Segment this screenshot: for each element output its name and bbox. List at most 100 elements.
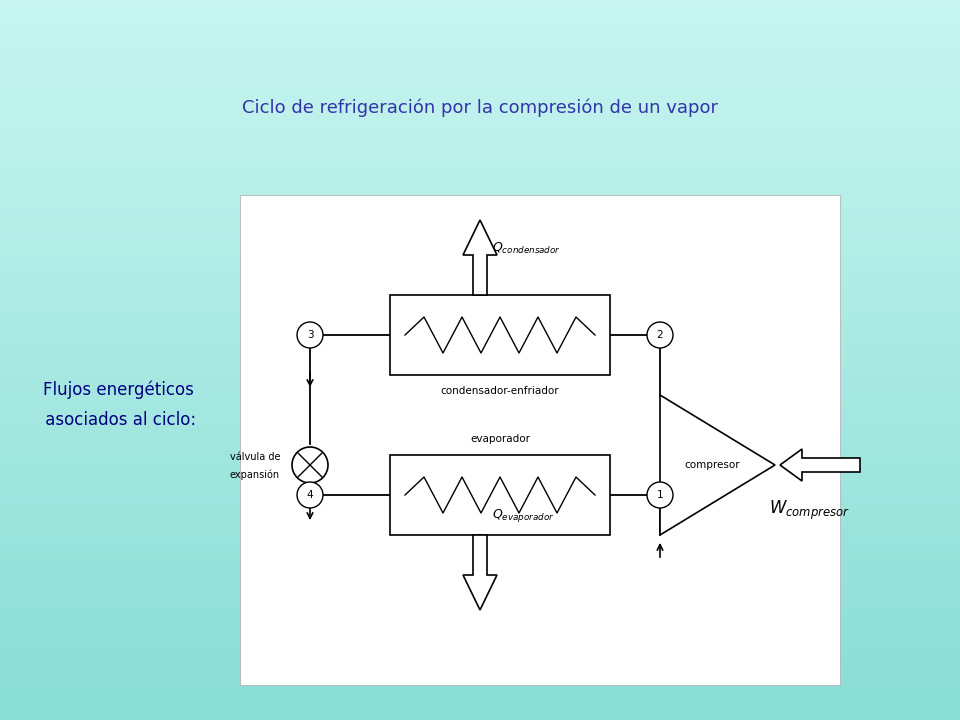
Bar xyxy=(0,356,960,360)
Bar xyxy=(0,194,960,198)
Bar xyxy=(0,270,960,274)
Bar xyxy=(0,554,960,558)
Bar xyxy=(0,565,960,569)
Bar xyxy=(0,0,960,4)
Bar xyxy=(0,662,960,666)
Bar xyxy=(0,475,960,479)
Bar xyxy=(0,540,960,544)
Bar xyxy=(0,457,960,461)
Bar xyxy=(0,518,960,522)
Text: evaporador: evaporador xyxy=(470,434,530,444)
Bar xyxy=(0,137,960,140)
Bar xyxy=(0,511,960,515)
Bar xyxy=(0,576,960,580)
Bar xyxy=(0,180,960,184)
Bar xyxy=(0,191,960,194)
Bar xyxy=(0,403,960,407)
Bar xyxy=(0,673,960,677)
Bar xyxy=(0,133,960,137)
Text: $Q_{evaporador}$: $Q_{evaporador}$ xyxy=(492,506,555,523)
Circle shape xyxy=(297,482,323,508)
Bar xyxy=(0,684,960,688)
Bar xyxy=(0,115,960,119)
Bar xyxy=(0,313,960,317)
Text: condensador-enfriador: condensador-enfriador xyxy=(441,386,560,396)
Text: 1: 1 xyxy=(657,490,663,500)
Bar xyxy=(0,626,960,630)
Bar xyxy=(0,702,960,706)
Bar xyxy=(0,605,960,608)
Bar xyxy=(0,184,960,187)
Bar xyxy=(0,587,960,590)
Bar xyxy=(0,274,960,277)
Bar xyxy=(0,558,960,562)
Bar xyxy=(0,529,960,533)
Bar xyxy=(0,43,960,47)
Bar xyxy=(0,374,960,378)
Bar xyxy=(0,119,960,122)
Bar xyxy=(0,306,960,310)
Bar xyxy=(0,187,960,191)
Bar xyxy=(0,396,960,400)
Bar xyxy=(0,346,960,349)
Bar xyxy=(0,25,960,29)
Bar xyxy=(0,482,960,486)
Bar xyxy=(0,266,960,270)
Bar xyxy=(0,389,960,392)
Bar xyxy=(0,533,960,536)
Bar xyxy=(0,439,960,443)
Circle shape xyxy=(292,447,328,483)
Bar xyxy=(0,454,960,457)
Bar xyxy=(0,428,960,432)
Text: $W_{compresor}$: $W_{compresor}$ xyxy=(769,498,850,521)
Bar xyxy=(0,364,960,367)
Bar xyxy=(0,144,960,148)
Bar xyxy=(0,544,960,547)
Bar xyxy=(0,324,960,328)
Bar xyxy=(0,641,960,644)
Bar xyxy=(0,328,960,331)
Bar xyxy=(0,522,960,526)
Bar xyxy=(0,72,960,76)
Bar xyxy=(0,54,960,58)
Bar xyxy=(0,216,960,220)
Bar xyxy=(0,536,960,540)
Circle shape xyxy=(647,482,673,508)
Text: 4: 4 xyxy=(306,490,313,500)
Bar xyxy=(0,425,960,428)
Bar xyxy=(0,353,960,356)
Bar xyxy=(0,338,960,342)
Bar xyxy=(0,432,960,436)
Bar xyxy=(0,659,960,662)
Bar xyxy=(0,68,960,72)
Bar xyxy=(390,455,610,535)
Bar xyxy=(0,436,960,439)
Bar xyxy=(0,176,960,180)
Bar xyxy=(0,551,960,554)
Bar xyxy=(0,713,960,716)
Bar xyxy=(0,202,960,205)
Polygon shape xyxy=(780,449,860,481)
Bar xyxy=(0,486,960,490)
Bar xyxy=(0,418,960,421)
Bar xyxy=(0,259,960,263)
Bar xyxy=(0,4,960,7)
Bar xyxy=(0,608,960,612)
Bar xyxy=(0,284,960,288)
Bar xyxy=(0,680,960,684)
Bar xyxy=(0,407,960,410)
Bar xyxy=(0,245,960,248)
Bar xyxy=(0,601,960,605)
Bar xyxy=(0,79,960,83)
Bar xyxy=(0,14,960,18)
Bar xyxy=(0,292,960,295)
Bar xyxy=(0,695,960,698)
Bar xyxy=(0,155,960,158)
Bar xyxy=(0,288,960,292)
Bar xyxy=(0,652,960,655)
Bar xyxy=(0,299,960,302)
Bar xyxy=(0,446,960,450)
Bar xyxy=(0,256,960,259)
Bar xyxy=(0,479,960,482)
Bar xyxy=(0,320,960,324)
